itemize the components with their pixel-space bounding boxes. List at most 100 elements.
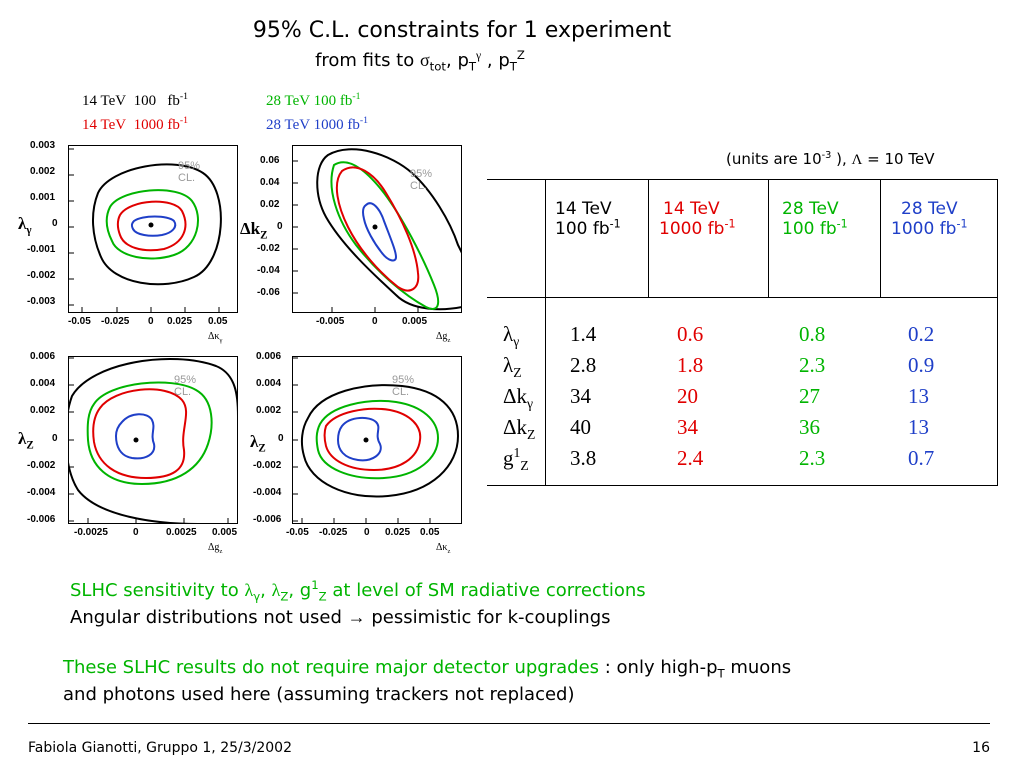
plot4-contour-green [315, 400, 440, 480]
plot4-ytick: 0.002 [256, 405, 282, 416]
table-top-border [487, 179, 998, 180]
row-sym: Δk [503, 415, 528, 439]
plot4-ytick: 0.004 [256, 378, 282, 389]
table-cell: 2.3 [799, 446, 826, 470]
plot4-ylabel-sub: Z [258, 442, 266, 455]
row-sub: Z [513, 365, 522, 381]
note1-g-sup: 1 [311, 578, 319, 592]
table-header-col3: 28 TeV 100 fb-1 [782, 199, 848, 239]
row-sym: λ [503, 353, 514, 377]
legend-black-unit: fb [167, 93, 180, 109]
note3-green: These SLHC results do not require major … [63, 657, 600, 678]
table-header-divider [487, 297, 998, 298]
header-exp: -1 [609, 217, 621, 231]
plot2-xtick: 0.005 [402, 316, 428, 327]
legend-green-lumi: 100 [313, 93, 337, 109]
table-col-divider [545, 179, 546, 486]
plot2-contour-black [316, 148, 462, 311]
plot3-xtick: 0.0025 [166, 527, 197, 538]
note-angular: Angular distributions not used → pessimi… [70, 607, 611, 628]
table-col-28tev-100: 0.8 2.3 27 36 2.3 [799, 319, 825, 474]
table-cell: 34 [570, 384, 591, 408]
plot1-ylabel-text: λ [18, 214, 27, 233]
plot2-ylabel: ΔkZ [240, 219, 268, 241]
plot1-ylabel-sub: γ [26, 224, 32, 237]
table-cell: 34 [677, 415, 698, 439]
plot1-xlabel-text: Δκ [208, 331, 220, 342]
plot3-ytick: 0.004 [30, 378, 56, 389]
plot3-best-fit [133, 437, 139, 443]
table-col-28tev-1000: 0.2 0.9 13 13 0.7 [908, 319, 934, 474]
plot2-best-fit [372, 224, 378, 230]
table-bottom-border [487, 485, 998, 486]
plot3-ylabel: λZ [18, 429, 34, 451]
plot3-ytick: 0 [52, 433, 58, 444]
plot1-ytick: -0.003 [27, 296, 56, 307]
footer-divider [28, 723, 990, 724]
plot4-ytick: -0.002 [253, 460, 282, 471]
plot3-contour-red [92, 388, 187, 480]
legend-blue: 28 TeV 1000 fb-1 [266, 116, 368, 134]
note1-g: , g [288, 580, 312, 601]
plot4-best-fit [363, 437, 369, 443]
table-cell: 27 [799, 384, 820, 408]
plot4-frame [292, 356, 462, 524]
plot1-xtick: 0.025 [167, 316, 193, 327]
plot1-xtick: 0.05 [208, 316, 228, 327]
plot2-ytick: 0 [277, 221, 283, 232]
plot2-contour-blue [361, 202, 398, 262]
note1-comma: , [260, 580, 272, 601]
legend-red-exp: -1 [179, 115, 188, 126]
table-cell: 36 [799, 415, 820, 439]
table-col-divider [648, 179, 649, 297]
table-cell: 0.6 [677, 322, 704, 346]
units-note: (units are 10-3 ), Λ = 10 TeV [726, 150, 934, 169]
table-cell: 3.8 [570, 446, 597, 470]
units-suffix: = 10 TeV [862, 150, 935, 168]
plot3-ytick: 0.006 [30, 351, 56, 362]
plot1-ytick: 0.002 [30, 166, 56, 177]
note1-lambda-sub: γ [253, 589, 261, 604]
table-col-divider [768, 179, 769, 297]
note-detector: These SLHC results do not require major … [63, 657, 791, 679]
table-col-14tev-1000: 0.6 1.8 20 34 2.4 [677, 319, 703, 474]
note1-a: SLHC sensitivity to [70, 580, 245, 601]
plot4-contour-blue [336, 416, 382, 462]
plot4-xtick: 0.025 [385, 527, 411, 538]
plot3-ylabel-text: λ [18, 429, 27, 448]
plot1-xtick: -0.025 [101, 316, 130, 327]
plot4-ytick: 0 [278, 433, 284, 444]
subtitle-gamma: γ [476, 49, 482, 62]
page-number: 16 [972, 740, 990, 756]
table-cell: 13 [908, 415, 929, 439]
plot3-ytick: -0.004 [27, 487, 56, 498]
slide-subtitle: from fits to σtot, pTγ , pTZ [0, 49, 840, 72]
plot3-ytick: -0.006 [27, 514, 56, 525]
plot3-xlabel: Δgz [208, 542, 222, 555]
plot3-ytick: 0.002 [30, 405, 56, 416]
row-sym: g [503, 446, 514, 470]
plot2-xlabel-text: Δg [436, 331, 448, 342]
plot4-xtick: 0 [364, 527, 370, 538]
note2-a: Angular distributions not used [70, 607, 348, 628]
table-row-symbol: λγ [503, 319, 535, 350]
row-sub: Z [527, 427, 536, 443]
plot1-ytick: -0.001 [27, 244, 56, 255]
plot2-xlabel: Δgz [436, 331, 450, 344]
note1-lambda2: λ [271, 580, 281, 600]
plot1-best-fit [148, 222, 154, 228]
plot3-ytick: -0.002 [27, 460, 56, 471]
plot1-xtick: -0.05 [68, 316, 91, 327]
plot1-contour-black [91, 163, 222, 286]
note2-b: pessimistic for k-couplings [365, 607, 611, 628]
table-cell: 2.3 [799, 353, 826, 377]
note1-b: at level of SM radiative corrections [326, 580, 646, 601]
table-row-symbols: λγ λZ Δkγ ΔkZ g1Z [503, 319, 535, 474]
plot4-ytick: 0.006 [256, 351, 282, 362]
table-cell: 0.7 [908, 446, 935, 470]
plot1-contour-red [116, 200, 187, 252]
plot1-xlabel: Δκγ [208, 331, 222, 344]
plot3-cl-label: 95% CL. [174, 374, 197, 398]
plot2-ylabel-text: Δk [240, 219, 261, 238]
legend-blue-unit: fb [347, 117, 360, 133]
